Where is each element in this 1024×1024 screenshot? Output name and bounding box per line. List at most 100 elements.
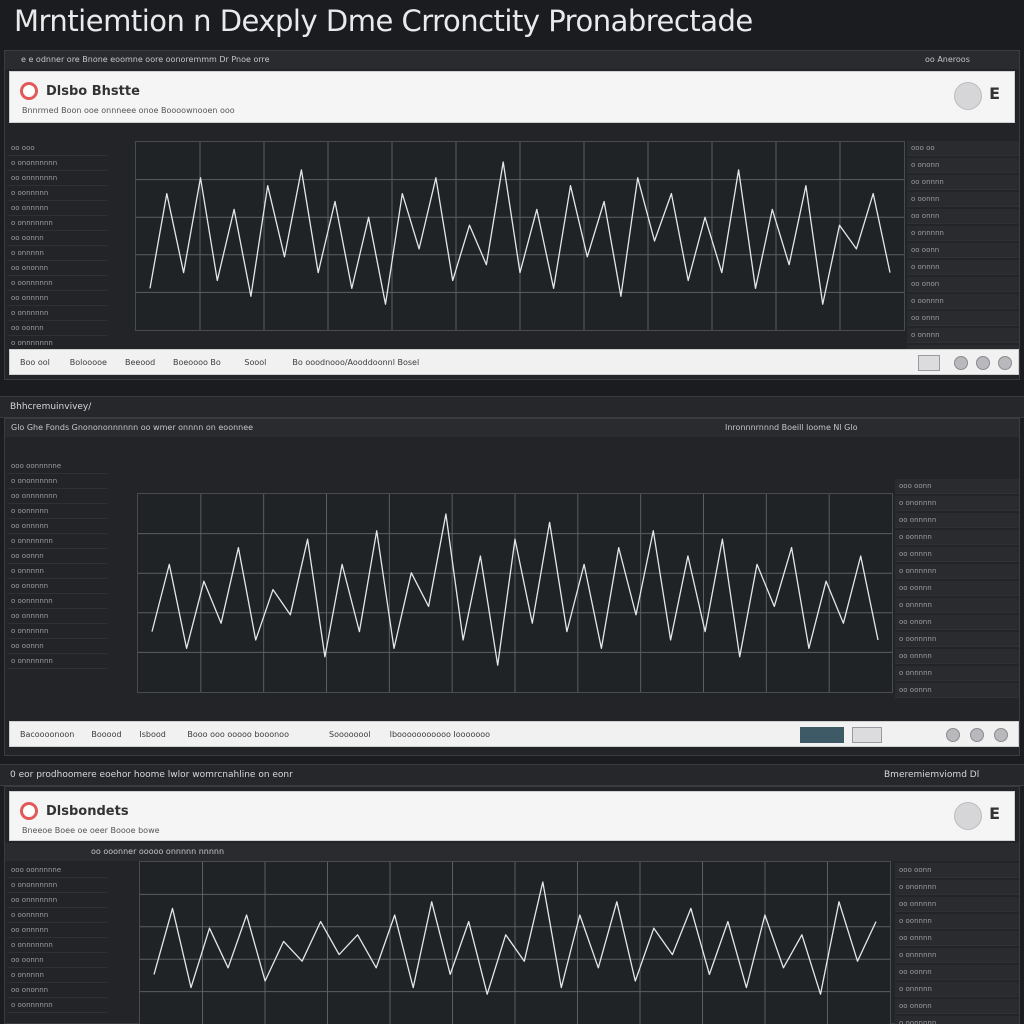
sidebar-item[interactable]: oo ononnn xyxy=(7,983,107,998)
footer-label[interactable]: Bacoooonoon xyxy=(20,730,75,739)
sidebar-item[interactable]: o ononnnnnn xyxy=(7,156,107,171)
secondary-button[interactable] xyxy=(852,727,882,743)
metric-item[interactable]: oo onon xyxy=(907,277,1019,292)
sidebar-item[interactable]: o oonnnnn xyxy=(7,186,107,201)
sidebar-item[interactable]: oo onnnnn xyxy=(7,923,107,938)
footer-label[interactable]: Boeoooo Bo xyxy=(173,358,221,367)
sidebar-item[interactable]: o oonnnnnn xyxy=(7,276,107,291)
footer-label[interactable]: Boo ool xyxy=(20,358,50,367)
sidebar-item[interactable]: oo onnnnn xyxy=(7,609,107,624)
footer-label[interactable]: Isbood xyxy=(139,730,166,739)
metric-item[interactable]: oo ononn xyxy=(895,999,1019,1014)
metric-item[interactable]: oo onnn xyxy=(907,209,1019,224)
metric-item[interactable]: o ononnnn xyxy=(895,880,1019,895)
sidebar-item[interactable]: o onnnnnn xyxy=(7,624,107,639)
sidebar-item[interactable]: o ononnnnnn xyxy=(7,474,107,489)
sidebar-item[interactable]: oo oonnn xyxy=(7,639,107,654)
footer-button[interactable] xyxy=(918,355,940,371)
metric-item[interactable]: oo oonn xyxy=(907,243,1019,258)
footer-label[interactable]: Soool xyxy=(244,358,267,367)
metric-item[interactable]: o onnnnn xyxy=(907,226,1019,241)
avatar[interactable] xyxy=(954,802,982,830)
footer-icon[interactable] xyxy=(946,728,960,742)
sidebar-item[interactable]: oo ooo xyxy=(7,141,107,156)
metric-item[interactable]: ooo oo xyxy=(907,141,1019,156)
footer-label[interactable]: Soooooool xyxy=(329,730,371,739)
sidebar-item[interactable]: ooo oonnnnne xyxy=(7,863,107,878)
sidebar-item[interactable]: o ononnnnnn xyxy=(7,878,107,893)
metric-item[interactable]: oo oonnn xyxy=(895,965,1019,980)
metric-item[interactable]: o onnnnnn xyxy=(895,948,1019,963)
metric-item[interactable]: ooo oonn xyxy=(895,863,1019,878)
sidebar-item[interactable]: o onnnnnnn xyxy=(7,938,107,953)
sidebar-item[interactable]: o oonnnnnn xyxy=(7,998,107,1013)
sidebar-item[interactable]: oo onnnnnnn xyxy=(7,489,107,504)
sidebar-item[interactable]: oo oonnn xyxy=(7,321,107,336)
menu-button[interactable]: E xyxy=(989,84,1000,103)
metric-item[interactable]: o oonnnn xyxy=(895,914,1019,929)
metric-item[interactable]: o onnnnn xyxy=(895,598,1019,613)
sidebar-item[interactable]: o oonnnnnn xyxy=(7,594,107,609)
metric-item[interactable]: o oonnnn xyxy=(895,530,1019,545)
sidebar-item[interactable]: o onnnnnn xyxy=(7,306,107,321)
metric-item[interactable]: oo onnnn xyxy=(895,649,1019,664)
metric-item[interactable]: oo onnnn xyxy=(907,175,1019,190)
footer-label[interactable]: Ibooooooooooo Iooooooo xyxy=(389,730,491,739)
metric-item[interactable]: o onnnn xyxy=(907,328,1019,343)
primary-button[interactable] xyxy=(800,727,844,743)
sidebar-item[interactable]: o oonnnnn xyxy=(7,908,107,923)
metric-item[interactable]: oo onnnnn xyxy=(895,513,1019,528)
footer-label[interactable]: Booo ooo ooooo booonoo xyxy=(187,730,289,739)
metric-item[interactable]: ooo oonn xyxy=(895,479,1019,494)
sidebar-item[interactable]: oo onnnnn xyxy=(7,201,107,216)
metric-item[interactable]: o onnnnn xyxy=(895,666,1019,681)
metric-item[interactable]: oo ononn xyxy=(895,615,1019,630)
sidebar-item[interactable]: oo onnnnn xyxy=(7,519,107,534)
metric-item[interactable]: o ononn xyxy=(907,158,1019,173)
footer-icon[interactable] xyxy=(954,356,968,370)
metric-item[interactable]: oo onnn xyxy=(907,311,1019,326)
sidebar-item[interactable]: oo onnnnn xyxy=(7,291,107,306)
footer-icon[interactable] xyxy=(998,356,1012,370)
menu-button[interactable]: E xyxy=(989,804,1000,823)
sidebar-item[interactable]: o onnnnn xyxy=(7,246,107,261)
footer-icon[interactable] xyxy=(994,728,1008,742)
metric-item[interactable]: o ononnnn xyxy=(895,496,1019,511)
sidebar-item[interactable]: o onnnnn xyxy=(7,968,107,983)
sidebar-item[interactable]: oo ononnn xyxy=(7,579,107,594)
sidebar-item[interactable]: oo onnnnnnn xyxy=(7,893,107,908)
metric-item[interactable]: o onnnnn xyxy=(895,982,1019,997)
footer-icon[interactable] xyxy=(970,728,984,742)
sidebar-item[interactable]: oo oonnn xyxy=(7,231,107,246)
panel-footer: Boo ool Bolooooe Beeood Boeoooo Bo Soool Bo o… xyxy=(9,349,1019,375)
metric-item[interactable]: o oonnnnn xyxy=(895,632,1019,647)
footer-icon[interactable] xyxy=(976,356,990,370)
metric-item[interactable]: oo onnnnn xyxy=(895,897,1019,912)
footer-label[interactable]: Bo ooodnooo/Aooddoonnl Bosel xyxy=(292,358,420,367)
sidebar-item[interactable]: oo oonnn xyxy=(7,549,107,564)
metric-item[interactable]: oo onnnn xyxy=(895,547,1019,562)
metric-item[interactable]: o oonnnn xyxy=(907,294,1019,309)
sidebar-item[interactable]: oo ononnn xyxy=(7,261,107,276)
footer-label[interactable]: Bolooooe xyxy=(69,358,107,367)
sidebar-item[interactable]: oo oonnn xyxy=(7,953,107,968)
sidebar-item[interactable]: o onnnnnnn xyxy=(7,534,107,549)
sidebar-item[interactable]: o onnnnnnn xyxy=(7,654,107,669)
sidebar-item[interactable]: oo onnnnnnn xyxy=(7,171,107,186)
footer-label[interactable]: Beeood xyxy=(125,358,156,367)
toolbar-text: Glo Ghe Fonds Gnonononnnnnn oo wmer onnn… xyxy=(11,423,254,432)
footer-label[interactable]: Booood xyxy=(91,730,122,739)
metric-item[interactable]: o onnnn xyxy=(907,260,1019,275)
right-sidebar: ooo oo o ononn oo onnnn o oonnn oo onnn o onn… xyxy=(907,141,1019,362)
avatar[interactable] xyxy=(954,82,982,110)
metric-item[interactable]: oo oonnn xyxy=(895,581,1019,596)
metric-item[interactable]: oo oonnn xyxy=(895,683,1019,698)
metric-item[interactable]: oo onnnn xyxy=(895,931,1019,946)
metric-item[interactable]: o oonnn xyxy=(907,192,1019,207)
sidebar-item[interactable]: ooo oonnnnne xyxy=(7,459,107,474)
sidebar-item[interactable]: o onnnnnnn xyxy=(7,216,107,231)
sidebar-item[interactable]: o oonnnnn xyxy=(7,504,107,519)
metric-item[interactable]: o oonnnnn xyxy=(895,1016,1019,1024)
sidebar-item[interactable]: o onnnnn xyxy=(7,564,107,579)
metric-item[interactable]: o onnnnnn xyxy=(895,564,1019,579)
